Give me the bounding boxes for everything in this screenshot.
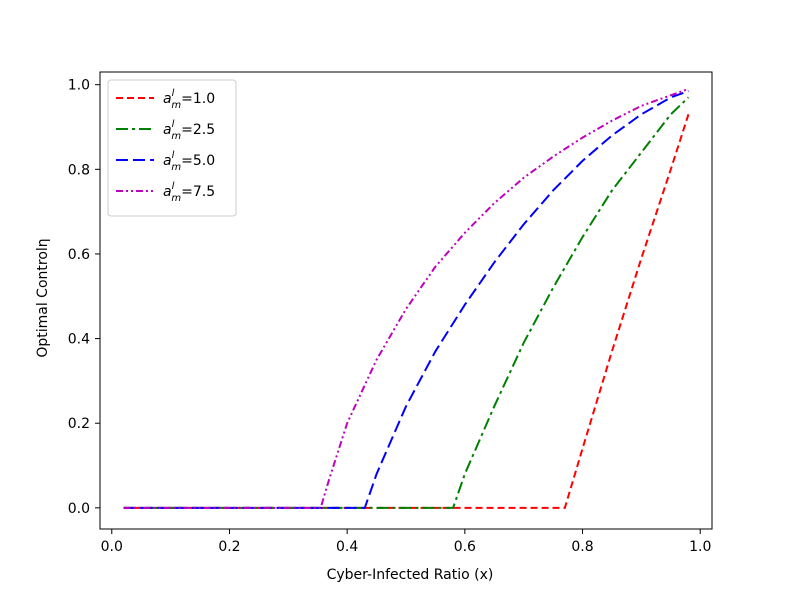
y-tick-label: 0.0 bbox=[68, 501, 90, 517]
x-tick-label: 0.6 bbox=[454, 539, 476, 555]
series-line-4 bbox=[123, 87, 689, 509]
y-tick-label: 0.2 bbox=[68, 416, 90, 432]
x-tick-label: 0.8 bbox=[571, 539, 593, 555]
x-axis-label: Cyber-Infected Ratio (x) bbox=[327, 567, 494, 583]
x-tick-label: 0.2 bbox=[218, 539, 240, 555]
plot-lines bbox=[123, 87, 690, 509]
legend-label: al m=7.5 bbox=[163, 181, 215, 204]
axes-frame bbox=[99, 71, 713, 530]
legend-label: al m=5.0 bbox=[163, 150, 215, 173]
y-tick-label: 1.0 bbox=[68, 78, 90, 94]
y-tick-label: 0.4 bbox=[68, 332, 90, 348]
y-tick-label: 0.6 bbox=[68, 247, 90, 263]
x-tick-label: 0.0 bbox=[101, 539, 123, 555]
legend-box bbox=[107, 79, 237, 217]
y-axis-label: Optimal Controlη bbox=[35, 238, 51, 357]
series-line-2 bbox=[123, 96, 690, 509]
y-axis-ticks: 0.0 0.2 0.4 0.6 0.8 1.0 bbox=[68, 78, 100, 517]
x-tick-label: 0.4 bbox=[336, 539, 358, 555]
plot-frame bbox=[99, 71, 713, 530]
x-axis-ticks: 0.0 0.2 0.4 0.6 0.8 1.0 bbox=[101, 529, 711, 555]
legend: al m=1.0 al m=2.5 al m=5.0 al m=7.5 bbox=[107, 79, 237, 217]
x-tick-label: 1.0 bbox=[689, 539, 711, 555]
y-tick-label: 0.8 bbox=[68, 162, 90, 178]
legend-label: al m=2.5 bbox=[163, 119, 215, 142]
legend-label: al m=1.0 bbox=[163, 88, 215, 111]
